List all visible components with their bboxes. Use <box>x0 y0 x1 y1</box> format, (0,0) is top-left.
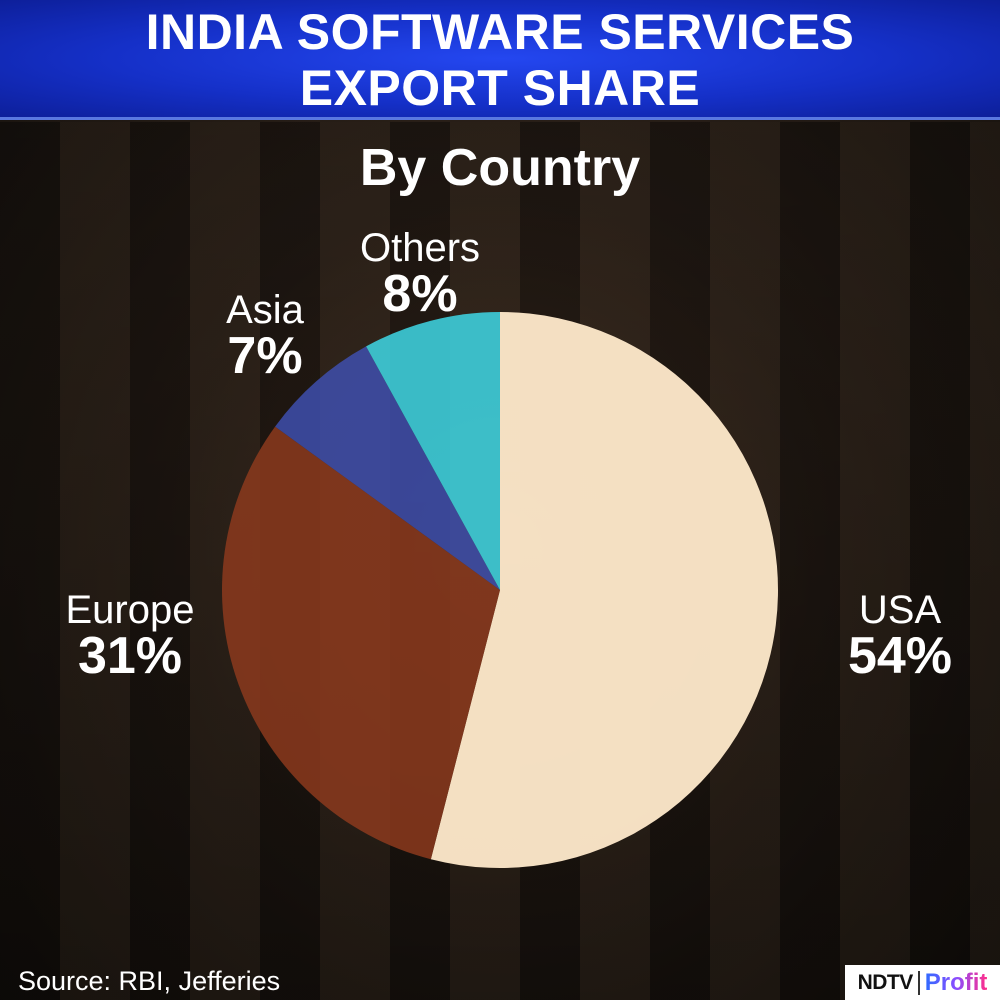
label-usa: USA 54% <box>820 590 980 682</box>
ndtv-profit-logo: NDTV Profit <box>845 965 1000 1000</box>
logo-profit: Profit <box>924 968 988 996</box>
pie-slice-europe <box>221 426 501 860</box>
pie-slice-usa <box>430 312 778 868</box>
pie-slice-asia <box>275 346 500 590</box>
label-europe: Europe 31% <box>40 590 220 682</box>
label-europe-name: Europe <box>65 588 195 632</box>
label-asia: Asia 7% <box>200 290 330 382</box>
logo-ndtv: NDTV <box>857 970 914 994</box>
label-usa-name: USA <box>858 588 942 632</box>
label-asia-value: 7% <box>227 327 303 385</box>
chart-subtitle: By Country <box>359 139 641 197</box>
logo-divider <box>917 970 920 995</box>
label-others-value: 8% <box>382 265 458 323</box>
label-asia-name: Asia <box>226 288 304 332</box>
source-note: Source: RBI, Jefferies <box>18 966 281 996</box>
pie-slice-others <box>366 312 500 590</box>
label-usa-value: 54% <box>847 627 953 685</box>
label-others: Others 8% <box>330 228 510 320</box>
title-line-2: EXPORT SHARE <box>299 60 701 116</box>
title-line-1: INDIA SOFTWARE SERVICES <box>145 4 855 60</box>
label-others-name: Others <box>359 226 481 270</box>
title-banner: INDIA SOFTWARE SERVICES EXPORT SHARE <box>0 0 1000 120</box>
label-europe-value: 31% <box>77 627 183 685</box>
